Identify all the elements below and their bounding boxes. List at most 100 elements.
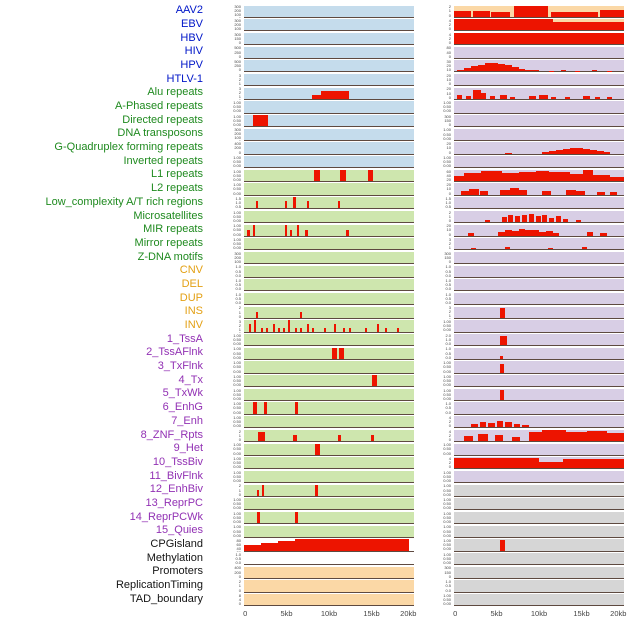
data-bar bbox=[583, 96, 590, 99]
data-bar bbox=[252, 224, 256, 236]
data-bar bbox=[518, 190, 528, 195]
left-y-axis-ticks: 1.00 0.50 0.00 bbox=[204, 416, 244, 428]
y-tick-label: 20 bbox=[446, 224, 451, 229]
right-y-axis-ticks: 1.00 0.50 0.00 bbox=[414, 484, 454, 496]
track-label: Promoters bbox=[152, 565, 203, 578]
track-row: 10_TssBiv 1.00 0.50 0.00 4 2 0 bbox=[0, 456, 630, 470]
track-row: AAV23002001000210 bbox=[0, 4, 630, 18]
data-bar bbox=[505, 422, 512, 428]
data-bar bbox=[574, 70, 580, 72]
y-tick-label: 0.5 bbox=[235, 295, 241, 301]
y-tick-label: 0.0 bbox=[445, 272, 451, 278]
track-label: 8_ZNF_Rpts bbox=[140, 428, 203, 441]
track-row: 14_ReprPCWk 1.00 0.50 0.00 1.00 0.50 0.00 bbox=[0, 510, 630, 525]
left-track-panel bbox=[244, 46, 414, 59]
y-tick-label: 1.0 bbox=[445, 402, 451, 407]
y-tick-label: 1.00 bbox=[233, 402, 241, 407]
data-bar bbox=[342, 327, 345, 332]
data-bar bbox=[484, 219, 490, 222]
data-bar bbox=[542, 215, 548, 222]
data-bar bbox=[278, 541, 295, 551]
y-tick-label: 0.50 bbox=[233, 405, 241, 411]
left-y-axis-ticks: 1.00 0.50 0.00 bbox=[204, 334, 244, 346]
y-tick-label: 0.0 bbox=[445, 341, 451, 347]
right-y-axis-ticks: 1.00 0.50 0.00 bbox=[414, 156, 454, 168]
y-tick-label: 0.00 bbox=[233, 122, 241, 128]
y-tick-label: 1.00 bbox=[443, 443, 451, 448]
y-tick-label: 0.50 bbox=[233, 241, 241, 247]
left-y-axis-ticks: 1.0 0.5 0.0 bbox=[204, 293, 244, 305]
x-axis-spacer-left bbox=[0, 609, 244, 623]
data-bar bbox=[549, 217, 555, 222]
y-tick-label: 1.0 bbox=[235, 292, 241, 297]
y-tick-label: 80 bbox=[236, 539, 241, 544]
y-tick-label: 1.00 bbox=[443, 552, 451, 557]
data-bar bbox=[525, 230, 533, 236]
x-tick-label: 20kb bbox=[400, 609, 417, 619]
data-bar bbox=[313, 170, 320, 181]
y-tick-label: 0.00 bbox=[233, 245, 241, 251]
left-track-panel bbox=[244, 156, 414, 169]
y-tick-label: 60 bbox=[236, 542, 241, 548]
y-tick-label: 1.00 bbox=[233, 388, 241, 393]
y-tick-label: 0.0 bbox=[235, 286, 241, 292]
track-row: 11_BivFlnk 1.00 0.50 0.00 1.00 0.50 0.00 bbox=[0, 469, 630, 484]
track-label: HBV bbox=[180, 31, 203, 44]
track-row: 3_TxFlnk 1.00 0.50 0.00 1.00 0.50 0.00 bbox=[0, 360, 630, 374]
track-label: 5_TxWk bbox=[162, 387, 203, 400]
y-tick-label: 0.5 bbox=[445, 350, 451, 356]
y-tick-label: 10 bbox=[446, 67, 451, 73]
y-tick-label: 0 bbox=[448, 190, 451, 196]
track-label: 3_TxFlnk bbox=[157, 360, 203, 373]
track-row: 9_Het 1.00 0.50 0.00 1.00 0.50 0.00 bbox=[0, 442, 630, 456]
data-bar bbox=[272, 324, 275, 332]
y-tick-label: 20 bbox=[446, 176, 451, 182]
track-label: 2_TssAFlnk bbox=[146, 346, 203, 359]
y-tick-label: 0.00 bbox=[233, 176, 241, 182]
data-bar bbox=[305, 229, 308, 236]
left-y-axis-ticks: 3210 bbox=[204, 74, 244, 86]
y-tick-label: 200 bbox=[234, 145, 241, 151]
data-bar bbox=[498, 231, 505, 236]
y-tick-label: 1 bbox=[448, 313, 451, 319]
right-y-axis-ticks: 1.00 0.50 0.00 bbox=[414, 320, 454, 332]
y-tick-label: 2 bbox=[448, 432, 451, 438]
track-label: Z-DNA motifs bbox=[137, 250, 203, 263]
data-bar bbox=[513, 423, 521, 428]
data-bar bbox=[542, 152, 550, 154]
right-track-panel bbox=[454, 580, 624, 593]
y-tick-label: 40 bbox=[236, 546, 241, 552]
right-y-axis-ticks: 1.00 0.50 0.00 bbox=[414, 128, 454, 140]
y-tick-label: 1.00 bbox=[443, 539, 451, 544]
y-tick-label: 0.00 bbox=[233, 382, 241, 388]
data-bar bbox=[385, 327, 388, 332]
track-row: Z-DNA motifs30020010003001500 bbox=[0, 250, 630, 265]
y-tick-label: 0.0 bbox=[235, 272, 241, 278]
y-tick-label: 1.00 bbox=[443, 525, 451, 530]
right-track-panel bbox=[454, 457, 624, 470]
y-tick-label: 150 bbox=[234, 35, 241, 41]
data-bar bbox=[295, 402, 299, 414]
y-tick-label: 400 bbox=[234, 142, 241, 147]
left-y-axis-ticks: 1.00 0.50 0.00 bbox=[204, 347, 244, 359]
data-bar bbox=[346, 229, 349, 236]
y-tick-label: 0 bbox=[238, 67, 241, 73]
y-tick-label: 0 bbox=[448, 149, 451, 155]
right-y-axis-ticks: 20 10 0 bbox=[414, 183, 454, 195]
track-label: 10_TssBiv bbox=[152, 455, 203, 468]
y-tick-label: 1.00 bbox=[233, 361, 241, 366]
data-bar bbox=[596, 191, 606, 195]
right-track-panel bbox=[454, 32, 624, 46]
track-label: Methylation bbox=[146, 551, 203, 564]
data-bar bbox=[607, 97, 613, 99]
y-tick-label: 0 bbox=[238, 53, 241, 59]
y-tick-label: 10 bbox=[446, 227, 451, 233]
right-y-axis-ticks: 20 10 0 bbox=[414, 224, 454, 236]
data-bar bbox=[464, 68, 471, 72]
data-bar bbox=[595, 96, 601, 99]
track-row: HTLV-1321020100 bbox=[0, 72, 630, 87]
left-track-panel bbox=[244, 251, 414, 265]
